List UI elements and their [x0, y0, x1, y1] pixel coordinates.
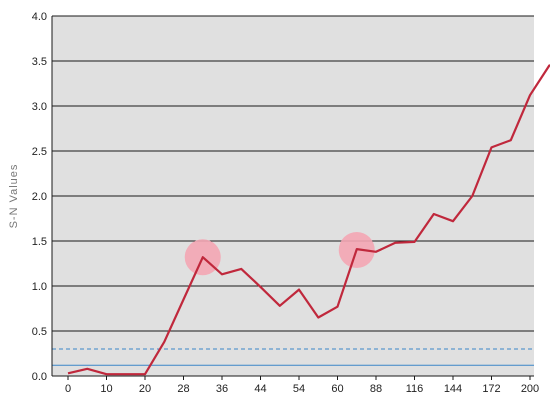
y-tick-label: 1.0 [32, 281, 47, 293]
x-tick-label: 20 [139, 383, 151, 395]
series-line [67, 64, 550, 376]
x-tick-label: 44 [254, 383, 266, 395]
x-tick-label: 200 [521, 383, 539, 395]
x-tick-labels: 0 10 20 28 36 44 54 60 88 116 144 172 200 [65, 376, 539, 395]
y-tick-label: 3.5 [32, 56, 47, 68]
x-tick-label: 28 [177, 383, 189, 395]
y-axis-label: S-N Values [8, 164, 20, 229]
y-tick-label: 1.5 [32, 236, 47, 248]
y-tick-label: 3.0 [32, 101, 47, 113]
x-tick-label: 144 [444, 383, 462, 395]
axes [51, 16, 534, 377]
y-tick-labels: 0.0 0.5 1.0 1.5 2.0 2.5 3.0 3.5 4.0 [32, 11, 47, 383]
x-tick-label: 172 [482, 383, 500, 395]
x-tick-label: 88 [370, 383, 382, 395]
x-tick-label: 0 [65, 383, 71, 395]
x-tick-label: 60 [331, 383, 343, 395]
x-tick-label: 10 [100, 383, 112, 395]
x-tick-label: 36 [216, 383, 228, 395]
y-tick-label: 4.0 [32, 11, 47, 23]
gridlines [52, 15, 534, 332]
y-tick-label: 2.5 [32, 146, 47, 158]
reference-lines [52, 348, 534, 366]
y-tick-label: 2.0 [32, 191, 47, 203]
y-tick-label: 0.5 [32, 326, 47, 338]
x-tick-label: 54 [293, 383, 305, 395]
y-tick-label: 0.0 [32, 371, 47, 383]
x-tick-label: 116 [406, 383, 424, 395]
